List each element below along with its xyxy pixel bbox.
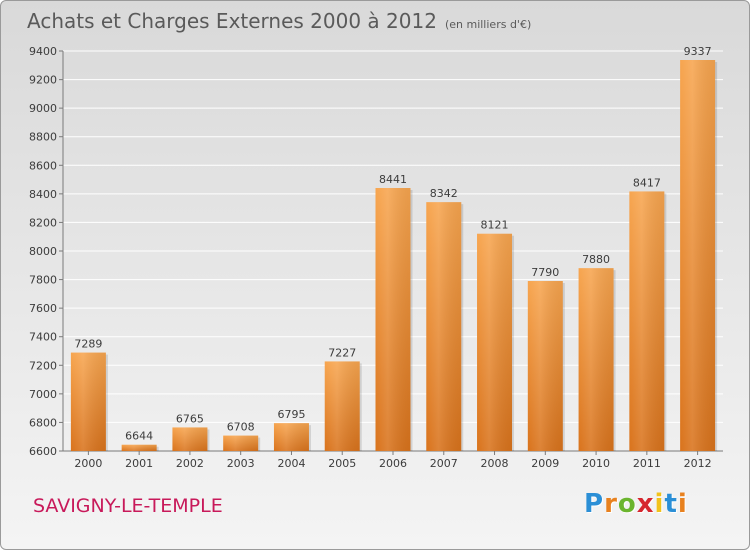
y-tick-label: 6600: [29, 445, 57, 458]
data-label: 6708: [227, 421, 255, 434]
y-tick-label: 7000: [29, 388, 57, 401]
bar-shine: [273, 423, 309, 451]
x-tick-label: 2005: [328, 457, 356, 470]
bar-shine: [426, 202, 462, 451]
brand-letter: P: [584, 489, 605, 519]
brand-letter: r: [604, 489, 618, 519]
data-label: 9337: [684, 45, 712, 58]
bar-shine: [527, 281, 563, 451]
x-tick-label: 2012: [684, 457, 712, 470]
x-tick-label: 2007: [430, 457, 458, 470]
y-tick-label: 7400: [29, 331, 57, 344]
brand-letter: x: [636, 489, 655, 519]
chart-subtitle: (en milliers d'€): [444, 18, 532, 31]
data-label: 6765: [176, 412, 204, 425]
bar-shine: [172, 427, 208, 451]
y-tick-label: 7600: [29, 302, 57, 315]
x-tick-label: 2002: [176, 457, 204, 470]
bar-shine: [578, 268, 614, 451]
bar-shine: [223, 435, 259, 451]
x-tick-label: 2009: [531, 457, 559, 470]
y-tick-label: 8800: [29, 131, 57, 144]
y-tick-label: 9200: [29, 74, 57, 87]
data-label: 7289: [74, 338, 102, 351]
x-tick-label: 2011: [633, 457, 661, 470]
brand-logo: Proxiti: [584, 489, 688, 519]
x-tick-label: 2006: [379, 457, 407, 470]
data-label: 8441: [379, 173, 407, 186]
x-tick-label: 2001: [125, 457, 153, 470]
y-tick-label: 7800: [29, 274, 57, 287]
bar-shine: [680, 60, 716, 451]
bar-shine: [477, 233, 513, 451]
town-name: SAVIGNY-LE-TEMPLE: [33, 495, 223, 517]
y-tick-label: 8400: [29, 188, 57, 201]
data-label: 6644: [125, 430, 153, 443]
data-label: 8342: [430, 187, 458, 200]
y-tick-label: 7200: [29, 359, 57, 372]
data-label: 8417: [633, 176, 661, 189]
x-tick-label: 2010: [582, 457, 610, 470]
data-labels: 7289 6644 6765 6708 6795 7227 8441 8342 8121 7790…: [74, 45, 711, 443]
y-tick-label: 9000: [29, 102, 57, 115]
data-label: 6795: [277, 408, 305, 421]
bar-shine: [629, 191, 665, 451]
data-label: 7227: [328, 346, 356, 359]
chart-title-text: Achats et Charges Externes 2000 à 2012: [27, 9, 437, 33]
y-tick-label: 8200: [29, 216, 57, 229]
y-tick-label: 8600: [29, 159, 57, 172]
y-tick-label: 9400: [29, 45, 57, 58]
x-tick-label: 2000: [74, 457, 102, 470]
x-tick-label: 2003: [227, 457, 255, 470]
bar-shine: [70, 352, 106, 451]
bar-shine: [375, 188, 411, 451]
data-label: 8121: [481, 219, 509, 232]
data-label: 7880: [582, 253, 610, 266]
bar-shine: [324, 361, 360, 451]
y-tick-label: 6800: [29, 416, 57, 429]
y-tick-label: 8000: [29, 245, 57, 258]
bars: [70, 60, 718, 451]
tick-labels: 6600 6800 7000 7200 7400 7600 7800 8000 8200 8400…: [29, 45, 712, 470]
brand-letter: t: [664, 489, 678, 519]
data-label: 7790: [531, 266, 559, 279]
brand-letter: i: [677, 489, 688, 519]
brand-letter: o: [617, 489, 637, 519]
x-tick-label: 2008: [481, 457, 509, 470]
bar-shine: [121, 444, 157, 451]
brand-letter: i: [654, 489, 665, 519]
x-tick-label: 2004: [277, 457, 305, 470]
chart-title: Achats et Charges Externes 2000 à 2012 (e…: [27, 9, 531, 33]
